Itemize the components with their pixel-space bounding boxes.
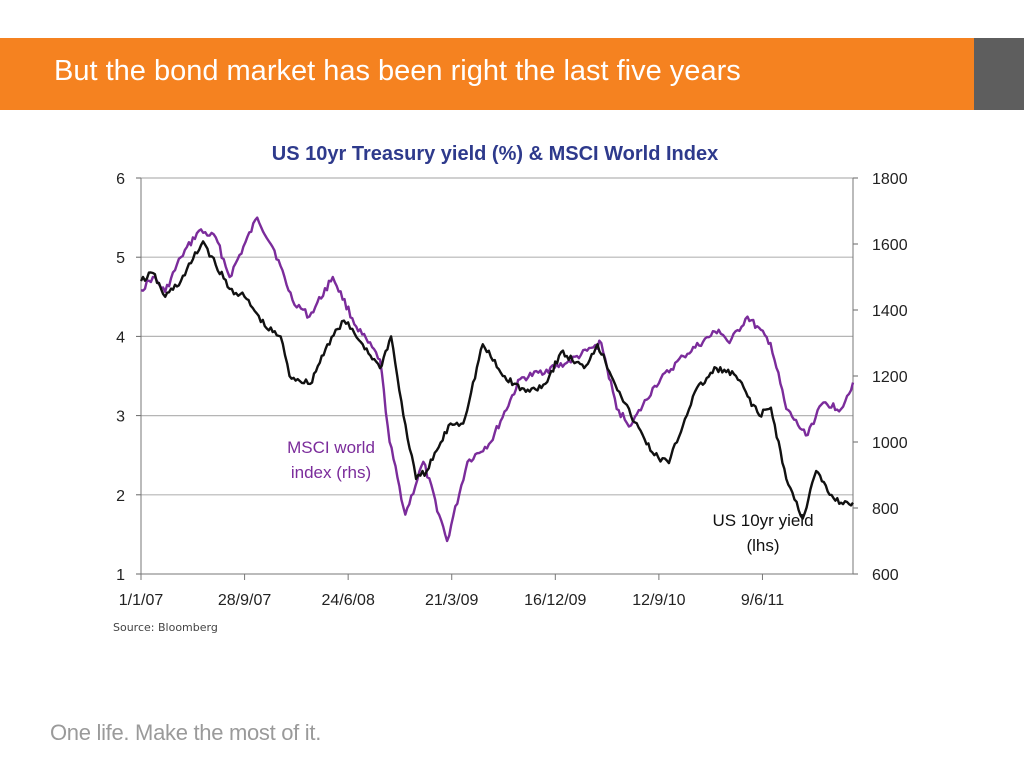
x-tick-label: 28/9/07 bbox=[218, 592, 271, 609]
annotations: MSCI world index (rhs) US 10yr yield (lhs) bbox=[287, 438, 813, 555]
y-left-tick-label: 3 bbox=[116, 409, 125, 426]
y-right-tick-label: 1200 bbox=[872, 369, 908, 386]
grid-lines bbox=[141, 177, 853, 496]
title-banner bbox=[0, 38, 974, 110]
chart-axes bbox=[136, 177, 858, 580]
source-note: Source: Bloomberg bbox=[113, 621, 218, 634]
y-left-tick-label: 4 bbox=[116, 329, 125, 346]
treasury-msci-chart: US 10yr Treasury yield (%) & MSCI World … bbox=[116, 143, 908, 609]
y-right-tick-label: 600 bbox=[872, 567, 899, 584]
y-right-tick-label: 1600 bbox=[872, 237, 908, 254]
x-tick-label: 9/6/11 bbox=[741, 592, 784, 609]
y-left-tick-label: 2 bbox=[116, 488, 125, 505]
chart-title: US 10yr Treasury yield (%) & MSCI World … bbox=[272, 143, 718, 165]
x-tick-label: 12/9/10 bbox=[632, 592, 685, 609]
y-right-tick-label: 800 bbox=[872, 501, 899, 518]
y-right-tick-label: 1800 bbox=[872, 171, 908, 188]
slide-title: But the bond market has been right the l… bbox=[54, 55, 741, 87]
y-left-tick-label: 5 bbox=[116, 250, 125, 267]
series-lines bbox=[139, 216, 855, 543]
title-banner-side-block bbox=[974, 38, 1024, 110]
axis-labels: 1 2 3 4 5 6 600 800 1000 1200 1400 1600 1800 1/1/07 28… bbox=[116, 171, 908, 609]
x-tick-label: 16/12/09 bbox=[524, 592, 586, 609]
y-right-tick-label: 1000 bbox=[872, 435, 908, 452]
x-tick-label: 21/3/09 bbox=[425, 592, 478, 609]
yield-annotation: US 10yr yield bbox=[712, 511, 813, 530]
msci-world-index-line bbox=[140, 216, 855, 543]
yield-annotation: (lhs) bbox=[746, 536, 779, 555]
us-10yr-yield-line bbox=[139, 240, 854, 520]
y-right-tick-label: 1400 bbox=[872, 303, 908, 320]
y-left-tick-label: 6 bbox=[116, 171, 125, 188]
x-tick-label: 24/6/08 bbox=[321, 592, 374, 609]
x-tick-label: 1/1/07 bbox=[119, 592, 164, 609]
y-left-tick-label: 1 bbox=[116, 567, 125, 584]
msci-annotation: index (rhs) bbox=[291, 463, 371, 482]
tagline: One life. Make the most of it. bbox=[50, 720, 322, 745]
msci-annotation: MSCI world bbox=[287, 438, 375, 457]
